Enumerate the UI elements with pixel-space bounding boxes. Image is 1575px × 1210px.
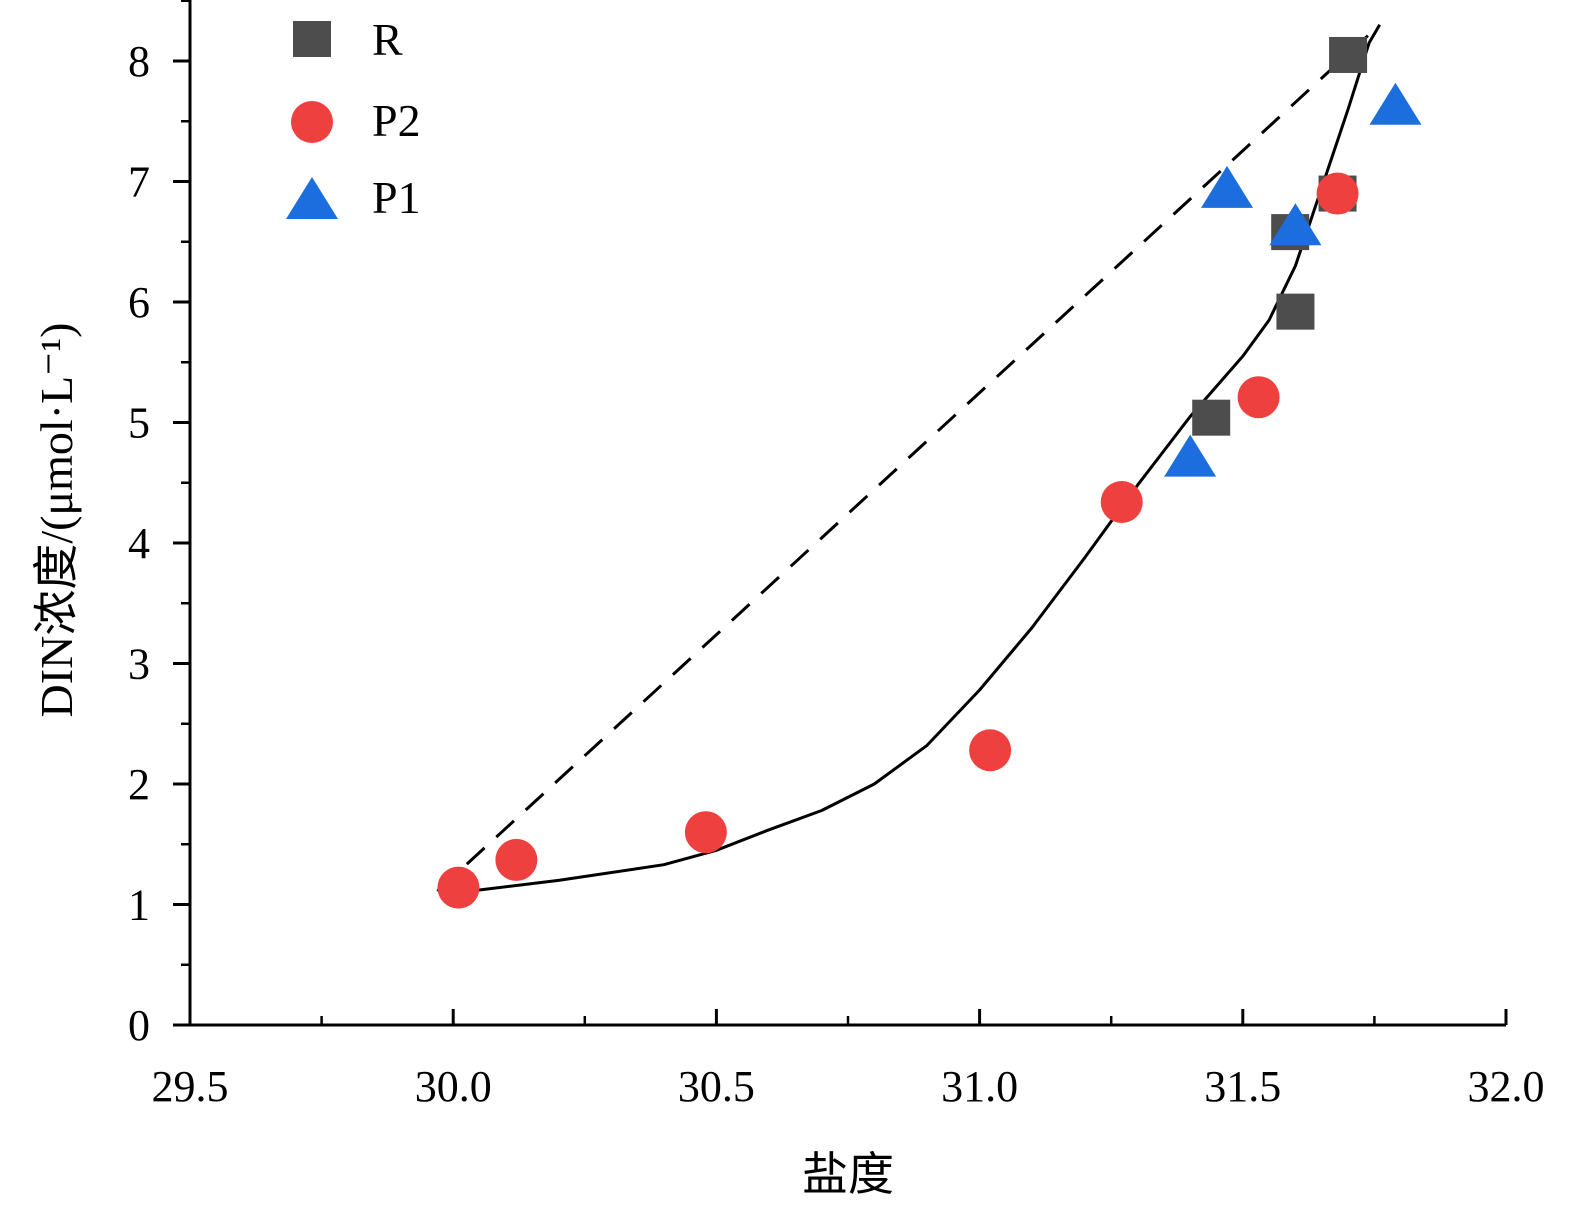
y-tick-label: 0 <box>128 1001 150 1050</box>
point-p1 <box>1269 203 1322 246</box>
x-ticks: 29.5 30.0 30.5 31.0 31.5 32.0 <box>152 1009 1545 1111</box>
y-ticks: 0 1 2 3 4 5 6 7 8 <box>128 0 190 1050</box>
legend: R P2 P1 <box>286 14 421 223</box>
point-p2 <box>437 866 480 909</box>
x-axis-title: 盐度 <box>802 1149 894 1200</box>
x-tick-label: 32.0 <box>1468 1062 1545 1111</box>
point-p2 <box>1237 376 1280 419</box>
x-tick-label: 31.0 <box>941 1062 1018 1111</box>
point-r <box>1276 293 1315 330</box>
x-tick-label: 31.5 <box>1204 1062 1281 1111</box>
point-p2 <box>969 729 1012 772</box>
legend-marker-p1 <box>286 177 338 219</box>
x-tick-label: 30.0 <box>415 1062 492 1111</box>
series-p1 <box>1164 82 1422 477</box>
y-tick-label: 5 <box>128 399 150 448</box>
y-tick-label: 3 <box>128 640 150 689</box>
axes <box>188 0 1506 1027</box>
point-p1 <box>1369 82 1422 125</box>
point-p2 <box>1100 481 1143 524</box>
point-r <box>1329 36 1368 73</box>
x-tick-label: 29.5 <box>152 1062 229 1111</box>
point-p1 <box>1164 434 1217 477</box>
legend-item-r: R <box>293 14 403 65</box>
y-tick-label: 8 <box>128 37 150 86</box>
point-p1 <box>1201 165 1254 208</box>
point-p2 <box>1316 172 1359 215</box>
legend-marker-r <box>293 21 331 57</box>
conservative-mixing-line <box>436 23 1381 893</box>
point-p2 <box>495 838 538 881</box>
series-p2 <box>437 172 1359 909</box>
legend-item-p2: P2 <box>291 95 421 146</box>
fitted-curve <box>458 24 1381 894</box>
legend-label: P1 <box>372 172 421 223</box>
legend-label: R <box>372 14 403 65</box>
y-tick-label: 1 <box>128 881 150 930</box>
fit-lines <box>436 23 1381 894</box>
y-tick-label: 2 <box>128 760 150 809</box>
legend-item-p1: P1 <box>286 172 421 223</box>
y-axis-title: DIN浓度/(μmol·L⁻¹) <box>31 323 82 718</box>
legend-label: P2 <box>372 95 421 146</box>
legend-marker-p2 <box>291 101 333 143</box>
data-points <box>437 36 1422 909</box>
point-p2 <box>684 811 727 854</box>
y-tick-label: 7 <box>128 158 150 207</box>
x-tick-label: 30.5 <box>678 1062 755 1111</box>
y-tick-label: 6 <box>128 278 150 327</box>
y-tick-label: 4 <box>128 519 150 568</box>
point-r <box>1192 399 1231 436</box>
